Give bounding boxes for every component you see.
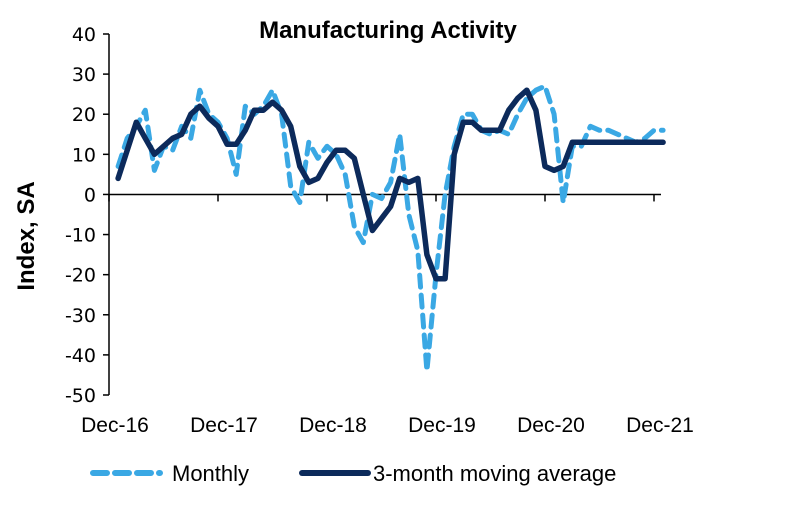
series-moving-average-line (115, 87, 666, 282)
y-tick-label: 0 (84, 184, 96, 206)
axes: 40 30 20 10 0 -10 -20 -30 -40 -50 Dec-16 Dec-17 Dec-… (65, 24, 694, 437)
y-tick-label: 20 (72, 104, 96, 126)
legend: Monthly 3-month moving average (90, 461, 616, 486)
y-tick-label: -50 (65, 385, 96, 407)
series-monthly-line (115, 83, 666, 374)
legend-monthly-label: Monthly (172, 461, 249, 486)
y-tick-label: 30 (72, 64, 96, 86)
x-tick-label: Dec-20 (517, 414, 585, 437)
x-tick-label: Dec-18 (299, 414, 367, 437)
x-tick-label: Dec-21 (626, 414, 694, 437)
x-tick-label: Dec-19 (408, 414, 476, 437)
y-tick-label: 10 (72, 144, 96, 166)
y-tick-label: -10 (65, 225, 96, 247)
chart-title: Manufacturing Activity (259, 17, 517, 44)
legend-moving-average-label: 3-month moving average (373, 461, 616, 486)
series-layer (115, 83, 666, 374)
y-tick-label: -20 (65, 265, 96, 287)
y-axis-label: Index, SA (13, 181, 40, 290)
y-tick-label: 40 (72, 24, 96, 46)
y-tick-label: -40 (65, 345, 96, 367)
x-tick-label: Dec-17 (190, 414, 258, 437)
y-tick-label: -30 (65, 305, 96, 327)
x-tick-label: Dec-16 (81, 414, 149, 437)
